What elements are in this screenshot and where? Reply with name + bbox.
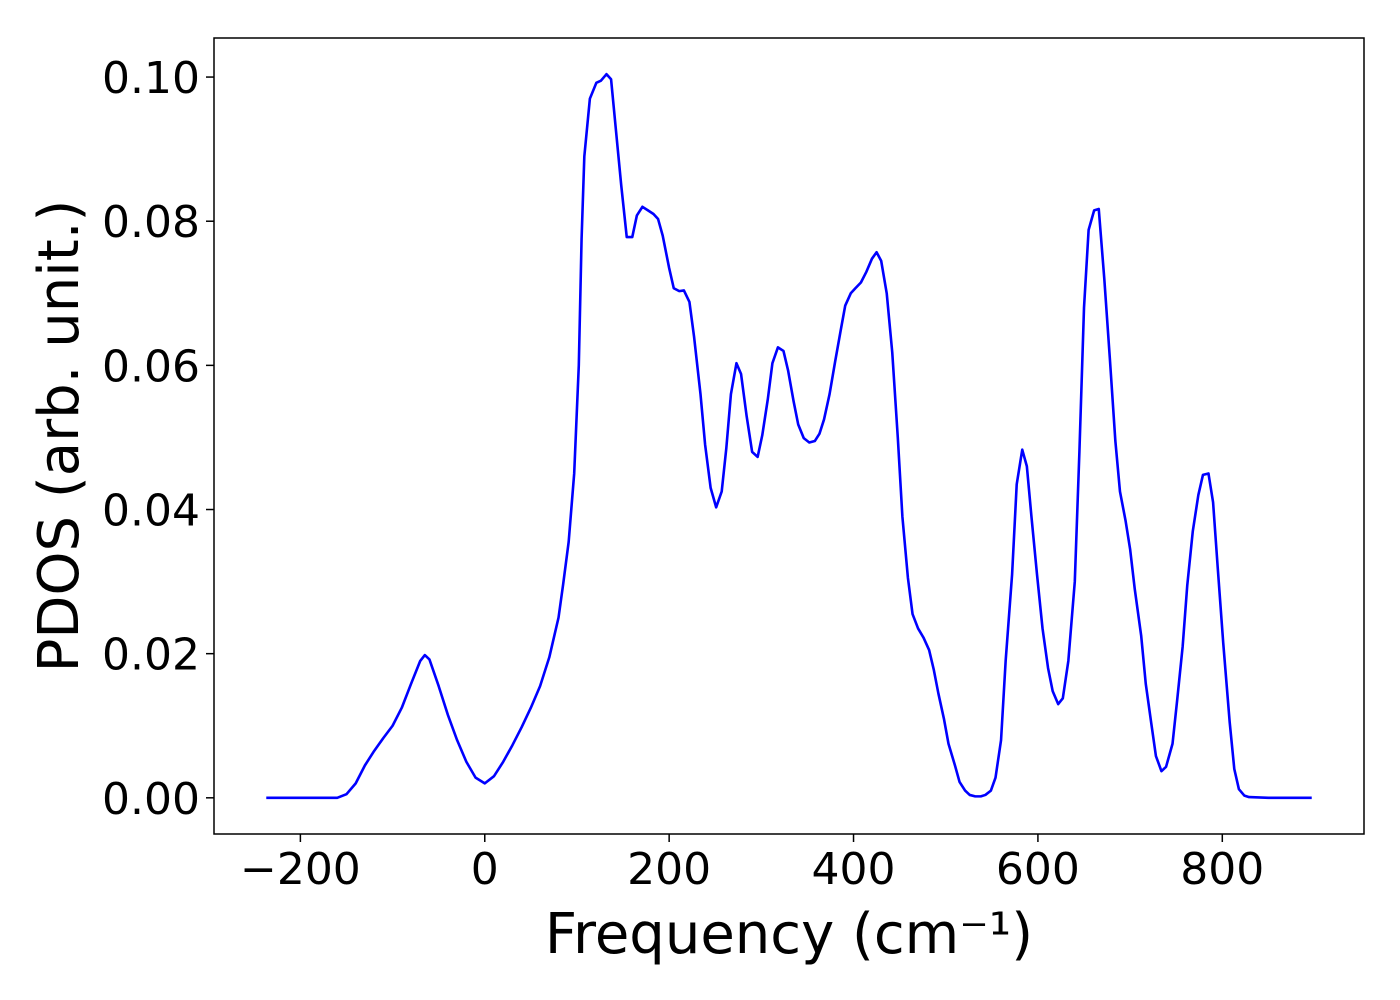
x-tick-label: 0 — [471, 844, 499, 895]
y-tick-label: 0.02 — [102, 630, 200, 681]
x-tick-label: −200 — [240, 844, 361, 895]
y-tick-label: 0.04 — [102, 486, 200, 537]
y-tick-label: 0.06 — [102, 341, 200, 392]
y-tick-label: 0.10 — [102, 53, 200, 104]
y-tick-label: 0.00 — [102, 774, 200, 825]
data-line — [266, 72, 1312, 800]
x-tick-label: 200 — [627, 844, 711, 895]
y-axis-label: PDOS (arb. unit.) — [27, 200, 92, 673]
plot-frame — [213, 37, 1365, 835]
y-tick-label: 0.08 — [102, 197, 200, 248]
x-axis-label: Frequency (cm⁻¹) — [545, 902, 1033, 967]
x-tick-label: 800 — [1180, 844, 1264, 895]
x-tick-label: 400 — [812, 844, 896, 895]
x-tick-label: 600 — [996, 844, 1080, 895]
